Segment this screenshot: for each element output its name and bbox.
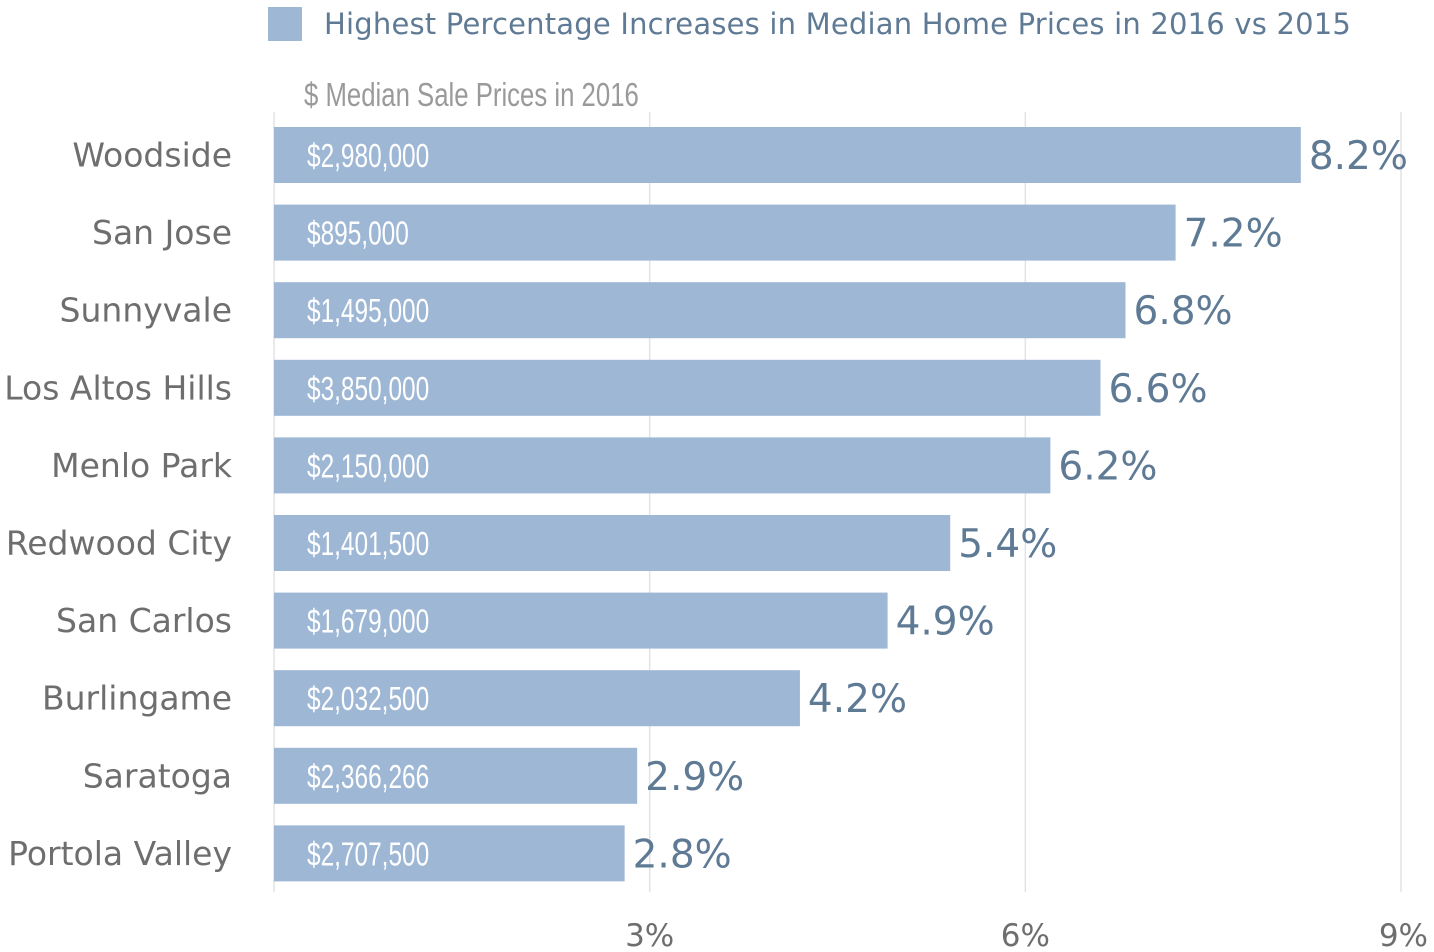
category-label: Burlingame: [42, 679, 232, 718]
price-label: $2,366,266: [307, 759, 429, 795]
price-label: $1,401,500: [307, 527, 429, 563]
bar: [274, 515, 951, 571]
legend-swatch: [268, 7, 302, 41]
value-label: 6.6%: [1108, 367, 1207, 412]
category-label: Menlo Park: [51, 446, 233, 485]
bar: [274, 282, 1126, 339]
category-label: San Jose: [92, 213, 232, 252]
value-label: 6.8%: [1134, 289, 1233, 334]
value-label: 8.2%: [1309, 134, 1408, 179]
legend-label: Highest Percentage Increases in Median H…: [324, 7, 1352, 41]
bar: [274, 437, 1051, 494]
price-label: $2,980,000: [307, 139, 429, 175]
category-label: San Carlos: [56, 601, 232, 640]
category-label: Redwood City: [6, 524, 232, 563]
value-label: 4.9%: [896, 600, 995, 645]
price-label: $1,495,000: [307, 294, 429, 330]
price-label: $2,032,500: [307, 682, 429, 718]
chart-subtitle: $ Median Sale Prices in 2016: [304, 76, 639, 113]
price-label: $2,150,000: [307, 449, 429, 485]
value-label: 2.8%: [633, 832, 732, 877]
bar: [274, 204, 1176, 261]
value-label: 7.2%: [1184, 212, 1283, 257]
value-label: 6.2%: [1058, 444, 1157, 489]
bar: [274, 127, 1301, 183]
bar: [274, 670, 800, 727]
category-label: Los Altos Hills: [4, 368, 232, 407]
value-label: 4.2%: [808, 677, 907, 722]
price-label: $1,679,000: [307, 604, 429, 640]
x-tick-label: 9%: [1379, 918, 1428, 952]
x-tick-label: 3%: [625, 918, 674, 952]
price-label: $3,850,000: [307, 371, 429, 407]
category-label: Sunnyvale: [60, 291, 232, 330]
x-tick-label: 6%: [1001, 918, 1050, 952]
value-label: 5.4%: [958, 522, 1057, 567]
bar: [274, 359, 1101, 416]
category-label: Woodside: [72, 136, 232, 175]
bar: [274, 747, 638, 804]
bar: [274, 825, 625, 882]
chart-legend: Highest Percentage Increases in Median H…: [268, 4, 1351, 44]
price-label: $895,000: [307, 216, 409, 252]
bar: [274, 592, 888, 649]
category-label: Portola Valley: [8, 834, 232, 873]
value-label: 2.9%: [645, 755, 744, 800]
price-label: $2,707,500: [307, 837, 429, 873]
category-label: Saratoga: [83, 756, 232, 795]
